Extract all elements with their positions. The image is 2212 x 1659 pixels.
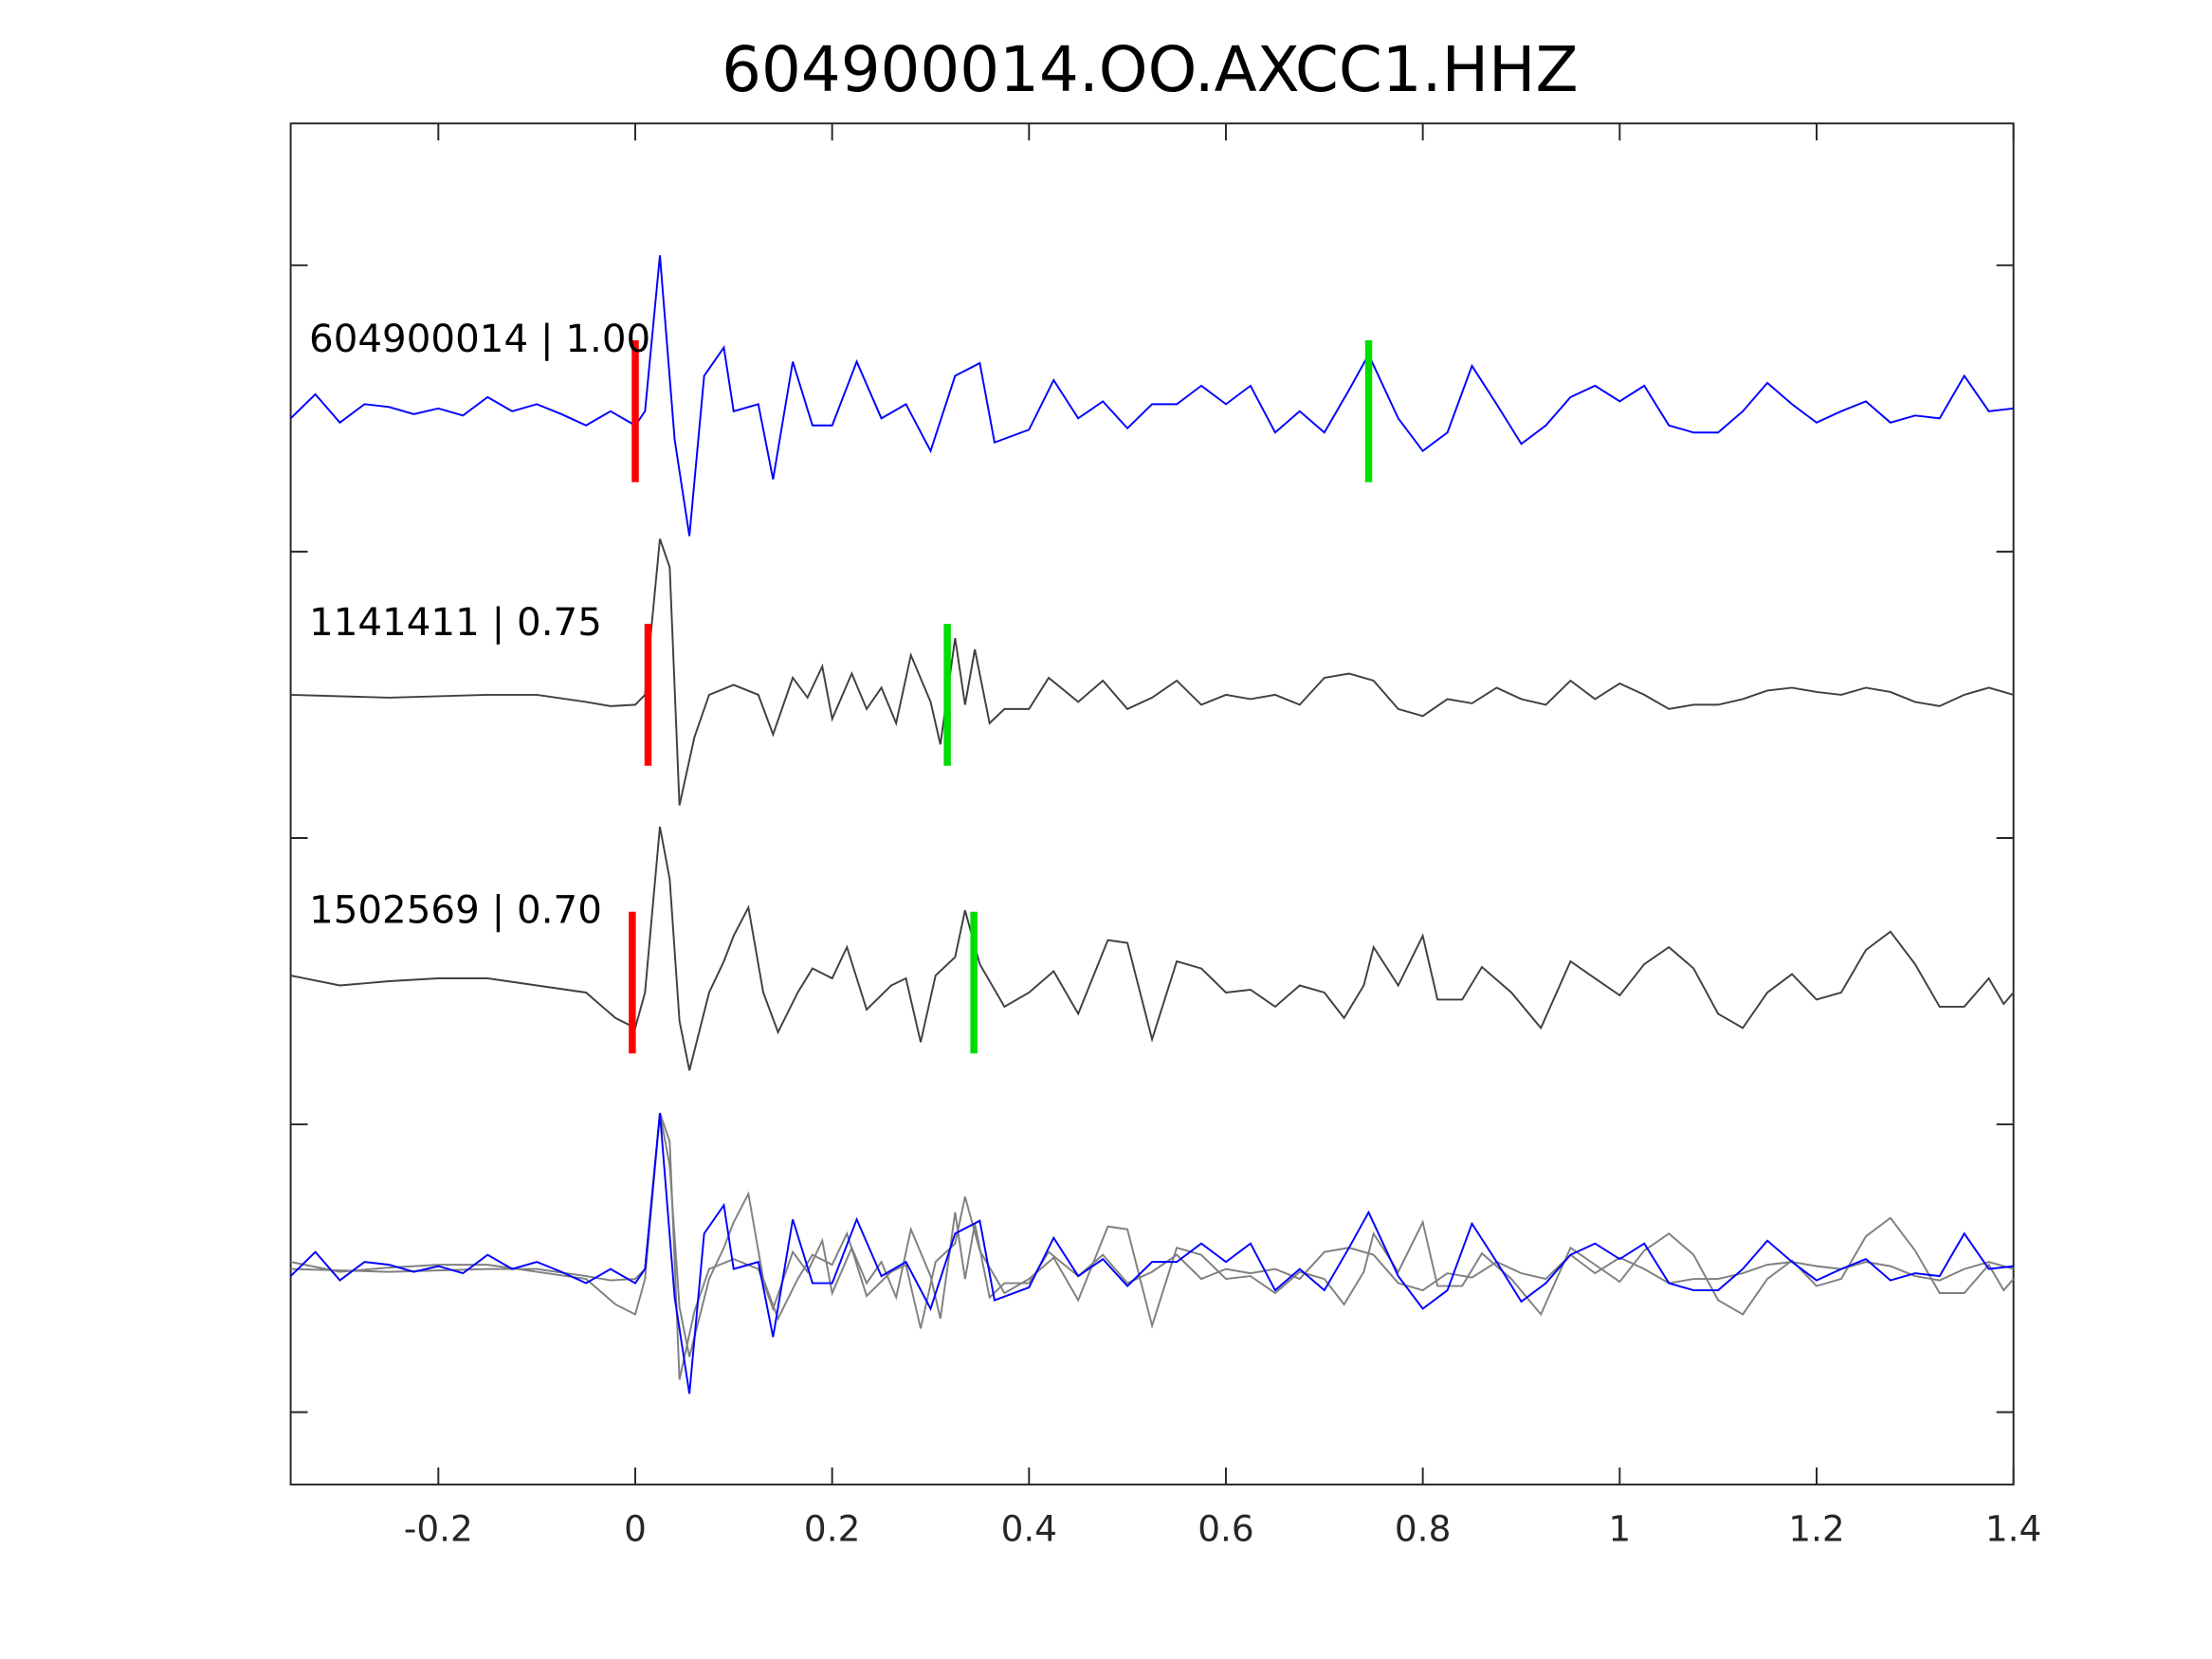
x-tick-label: 0.2 [804, 1508, 860, 1550]
trace-label: 1502569 | 0.70 [309, 888, 602, 933]
x-axis: -0.2 0 0.2 0.4 0.6 0.8 1 1.2 1.4 [404, 123, 2041, 1550]
trace-labels: 604900014 | 1.00 1141411 | 0.75 1502569 | … [309, 317, 650, 933]
plot-area [289, 122, 2015, 1486]
x-tick-label: 1 [1608, 1508, 1631, 1550]
y-axis-ticks [290, 264, 2014, 1413]
x-tick-label: 0.8 [1395, 1508, 1451, 1550]
overlay-line-604900014 [289, 1113, 2014, 1395]
phase-picks [629, 340, 1373, 1054]
x-tick-label: 0.6 [1197, 1508, 1253, 1550]
trace-line-1502569 [290, 826, 2015, 1071]
overlay-line-1141411 [290, 1112, 2014, 1380]
trace-label: 604900014 | 1.00 [309, 317, 650, 361]
trace-label: 1141411 | 0.75 [309, 600, 602, 645]
trace-line-1141411 [290, 538, 2014, 806]
overlay-line-1502569 [290, 1112, 2015, 1358]
trace-line-604900014 [289, 255, 2014, 537]
x-tick-label: 1.2 [1788, 1508, 1844, 1550]
x-tick-label: 1.4 [1985, 1508, 2041, 1550]
x-tick-label: -0.2 [404, 1508, 473, 1550]
overlay-traces [289, 1112, 2015, 1395]
traces [289, 255, 2015, 1071]
chart-title: 604900014.OO.AXCC1.HHZ [722, 33, 1579, 106]
x-tick-label: 0 [624, 1508, 647, 1550]
x-tick-label: 0.4 [1001, 1508, 1057, 1550]
